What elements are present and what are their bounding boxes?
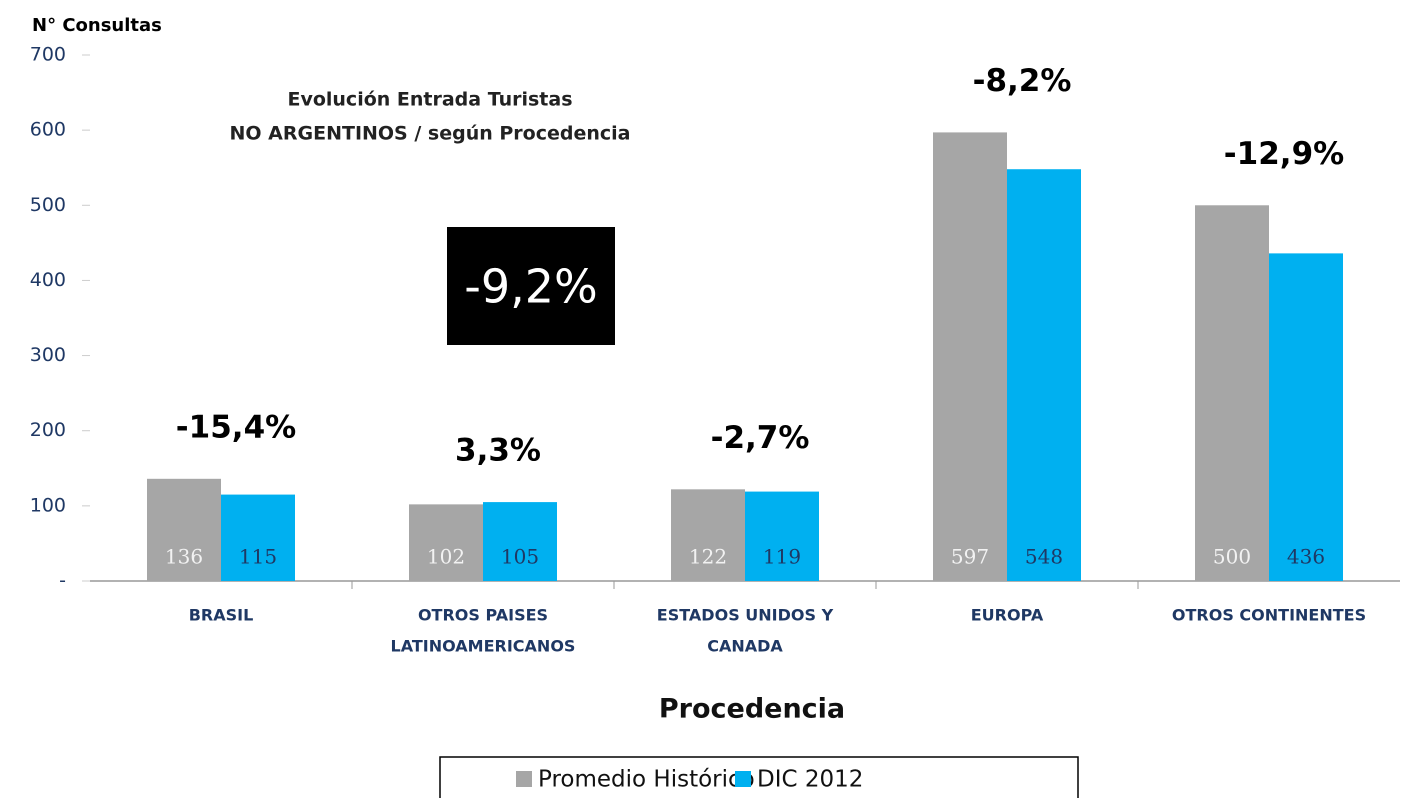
bar: [409, 504, 483, 581]
x-tick-label: OTROS CONTINENTES: [1172, 606, 1366, 625]
data-label: 436: [1287, 545, 1325, 569]
x-tick-label: OTROS PAISES: [418, 606, 548, 625]
bar: [147, 478, 221, 581]
bar: [933, 132, 1007, 581]
annotation: -2,7%: [711, 420, 810, 456]
bar: [221, 494, 295, 581]
data-label: 548: [1025, 545, 1063, 569]
bar: [483, 502, 557, 581]
annotation: 3,3%: [455, 433, 541, 469]
bar: [1007, 169, 1081, 581]
data-label: 122: [689, 545, 727, 569]
bar: [1195, 205, 1269, 582]
x-tick-label: CANADA: [707, 637, 783, 656]
y-tick-label: 500: [30, 194, 66, 216]
annotation: -8,2%: [973, 63, 1072, 99]
data-label: 105: [501, 545, 539, 569]
y-axis-label: N° Consultas: [32, 15, 162, 36]
data-label: 119: [763, 545, 801, 569]
bar: [671, 489, 745, 581]
y-tick-label: 600: [30, 119, 66, 141]
legend-swatch: [735, 771, 751, 787]
x-axis-label: Procedencia: [659, 694, 845, 725]
bar: [1269, 253, 1343, 581]
legend-label: Promedio Histórico: [538, 767, 755, 793]
y-tick-label: 200: [30, 419, 66, 441]
legend-label: DIC 2012: [757, 767, 863, 793]
y-tick-label: 100: [30, 494, 66, 516]
data-label: 500: [1213, 545, 1251, 569]
chart-title: Evolución Entrada Turistas: [287, 89, 572, 111]
legend-box: [439, 756, 1079, 798]
data-label: 102: [427, 545, 465, 569]
y-tick-label: 300: [30, 344, 66, 366]
x-tick-label: BRASIL: [189, 606, 254, 625]
y-tick-label: -: [59, 570, 66, 592]
bar: [745, 491, 819, 581]
x-tick-label: ESTADOS UNIDOS Y: [657, 606, 834, 625]
x-tick-label: LATINOAMERICANOS: [391, 637, 576, 656]
data-label: 136: [165, 545, 203, 569]
total-box: [447, 227, 615, 345]
y-tick-label: 700: [30, 44, 66, 66]
chart-title: NO ARGENTINOS / según Procedencia: [230, 123, 631, 145]
data-label: 115: [239, 545, 277, 569]
x-tick-label: EUROPA: [971, 606, 1044, 625]
y-tick-label: 400: [30, 269, 66, 291]
legend-swatch: [516, 771, 532, 787]
annotation: -12,9%: [1224, 136, 1344, 172]
total-annotation: -9,2%: [464, 260, 597, 314]
data-label: 597: [951, 545, 989, 569]
annotation: -15,4%: [176, 409, 296, 445]
